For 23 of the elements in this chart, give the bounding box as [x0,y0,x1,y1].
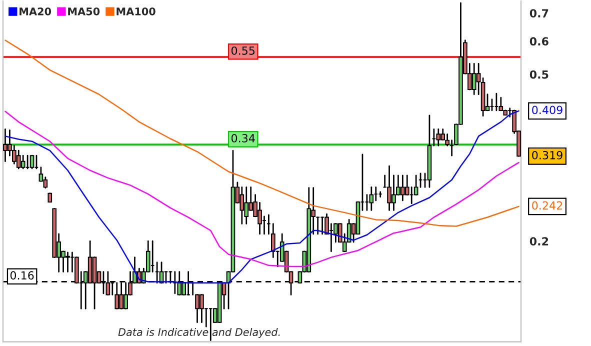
y-tick-label: 0.5 [530,70,548,79]
annotation: Data is Indicative and Delayed. [118,328,280,338]
text: 0.319 [532,150,562,160]
candlestick [30,154,34,170]
y-tick-label: 0.2 [530,237,548,246]
candlestick [240,186,244,224]
y-tick-label: 0.6 [530,37,548,46]
ref-line-label: 0.34 [231,134,255,142]
candlestick [472,63,476,96]
candlestick [43,176,48,189]
candlestick [436,128,441,146]
candlestick [498,96,504,112]
candlestick [369,186,374,211]
text: 0.242 [532,201,562,210]
y-tick-label: 0.7 [530,9,548,18]
line-series [4,40,520,227]
candlestick [20,154,26,170]
legend-label: MA20 [20,7,52,16]
legend-label: MA50 [68,7,100,16]
ref-line-label: 0.16 [10,271,34,280]
text: 0.409 [532,106,562,114]
legend-label: MA100 [116,7,156,16]
ref-line-label: 0.55 [231,46,255,55]
